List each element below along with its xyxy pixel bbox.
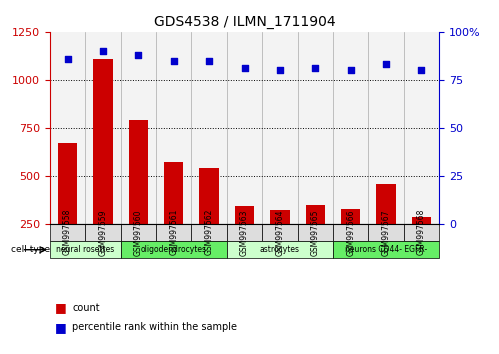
Point	[347, 67, 355, 73]
Point	[382, 62, 390, 67]
Text: oligodendrocytes: oligodendrocytes	[141, 245, 207, 254]
Bar	[192, 32, 227, 224]
Bar	[404, 32, 439, 224]
Text: neurons CD44- EGFR-: neurons CD44- EGFR-	[345, 245, 427, 254]
Bar	[85, 32, 121, 224]
Text: count: count	[72, 303, 100, 313]
Bar	[227, 224, 262, 241]
Point	[276, 67, 284, 73]
Text: percentile rank within the sample: percentile rank within the sample	[72, 322, 238, 332]
Bar	[368, 224, 404, 241]
Bar	[404, 224, 439, 241]
Text: GSM997561: GSM997561	[169, 209, 178, 256]
Bar	[227, 241, 333, 258]
Text: GSM997560: GSM997560	[134, 209, 143, 256]
Text: GSM997564: GSM997564	[275, 209, 284, 256]
Text: neural rosettes: neural rosettes	[56, 245, 114, 254]
Bar	[93, 59, 113, 272]
Bar	[156, 32, 192, 224]
Point	[170, 58, 178, 63]
Bar	[164, 162, 184, 272]
Point	[418, 67, 426, 73]
Point	[241, 65, 249, 71]
Bar	[58, 143, 77, 272]
Bar	[297, 32, 333, 224]
Bar	[50, 32, 85, 224]
Bar	[85, 224, 121, 241]
Bar	[270, 210, 289, 272]
Bar	[50, 224, 85, 241]
Bar	[333, 224, 368, 241]
Bar	[227, 32, 262, 224]
Bar	[368, 32, 404, 224]
Bar	[412, 217, 431, 272]
Text: cell type: cell type	[11, 245, 50, 254]
Bar	[333, 32, 368, 224]
Text: GSM997558: GSM997558	[63, 209, 72, 256]
Bar	[129, 120, 148, 272]
Bar	[341, 209, 360, 272]
Bar	[192, 224, 227, 241]
Text: GSM997559: GSM997559	[98, 209, 107, 256]
Text: astrocytes: astrocytes	[260, 245, 300, 254]
Bar	[235, 206, 254, 272]
Text: GSM997566: GSM997566	[346, 209, 355, 256]
Point	[134, 52, 142, 58]
Text: GSM997568: GSM997568	[417, 209, 426, 256]
Bar	[50, 241, 121, 258]
Text: GSM997562: GSM997562	[205, 209, 214, 256]
Title: GDS4538 / ILMN_1711904: GDS4538 / ILMN_1711904	[154, 16, 335, 29]
Text: ■: ■	[55, 321, 67, 334]
Text: GSM997563: GSM997563	[240, 209, 249, 256]
Bar	[305, 205, 325, 272]
Bar	[121, 32, 156, 224]
Point	[99, 48, 107, 54]
Text: ■: ■	[55, 302, 67, 314]
Bar	[333, 241, 439, 258]
Point	[311, 65, 319, 71]
Bar	[376, 184, 396, 272]
Point	[63, 56, 71, 62]
Bar	[297, 224, 333, 241]
Text: GSM997565: GSM997565	[311, 209, 320, 256]
Point	[205, 58, 213, 63]
Bar	[121, 241, 227, 258]
Bar	[200, 168, 219, 272]
Bar	[156, 224, 192, 241]
Text: GSM997567: GSM997567	[382, 209, 391, 256]
Bar	[121, 224, 156, 241]
Bar	[262, 224, 297, 241]
Bar	[262, 32, 297, 224]
